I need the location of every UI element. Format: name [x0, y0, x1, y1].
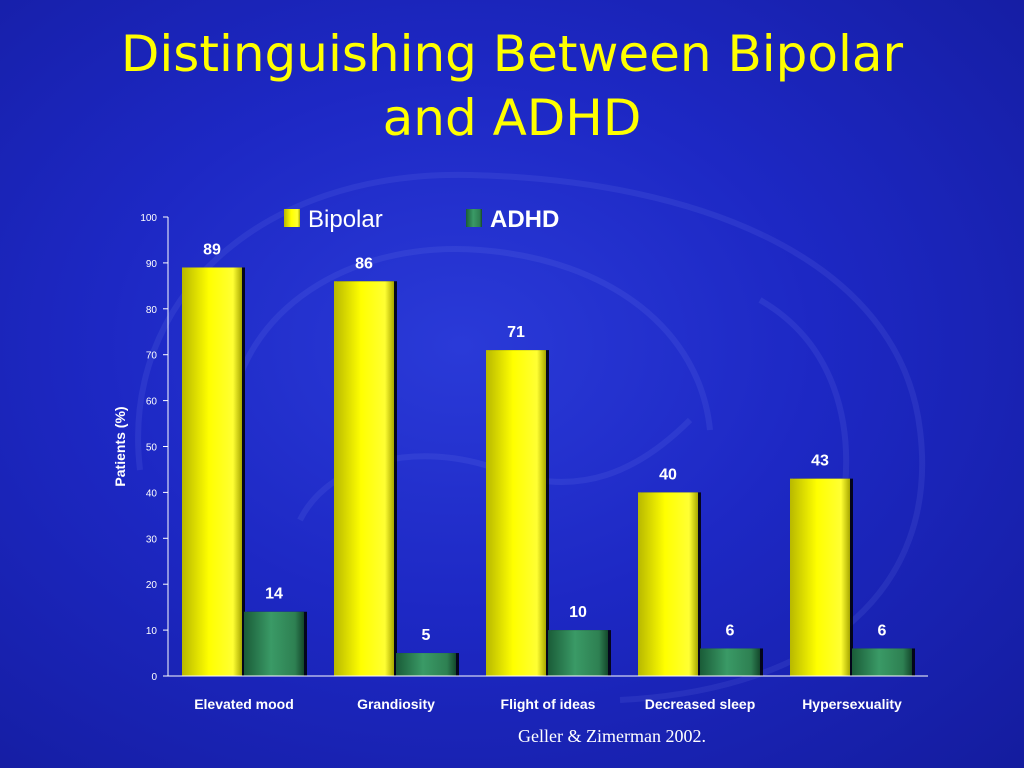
data-label: 40	[659, 466, 677, 483]
y-tick-label: 20	[146, 580, 158, 591]
y-axis: 0 10 20 30 40 50 60 70 80 90 100 Patients (%)	[112, 213, 169, 683]
legend: Bipolar ADHD	[284, 206, 559, 233]
legend-label: Bipolar	[308, 206, 383, 233]
y-tick-label: 100	[140, 213, 157, 224]
bar-bipolar	[334, 281, 394, 676]
y-tick-label: 60	[146, 397, 158, 408]
x-axis: Elevated mood Grandiosity Flight of ideas D…	[168, 675, 928, 712]
data-label: 5	[422, 627, 431, 644]
bar-adhd	[700, 648, 760, 676]
y-tick-label: 0	[151, 672, 157, 683]
title-line-1: Distinguishing Between Bipolar	[120, 25, 904, 83]
y-tick-label: 50	[146, 443, 158, 454]
y-axis-label: Patients (%)	[112, 406, 128, 486]
y-tick-label: 30	[146, 534, 158, 545]
data-label: 71	[507, 324, 525, 341]
citation: Geller & Zimerman 2002.	[518, 726, 706, 746]
data-label: 86	[355, 255, 373, 272]
bar-adhd	[852, 648, 912, 676]
legend-swatch-bipolar	[284, 209, 300, 227]
x-tick-label: Grandiosity	[357, 696, 435, 712]
y-tick-label: 40	[146, 488, 158, 499]
bar-bipolar	[182, 267, 242, 676]
bar-bipolar	[638, 492, 698, 676]
bar-bipolar	[486, 350, 546, 676]
y-tick-label: 90	[146, 259, 158, 270]
x-tick-label: Decreased sleep	[645, 696, 756, 712]
bar-adhd	[396, 653, 456, 676]
page-title: Distinguishing Between Bipolar and ADHD	[0, 22, 1024, 150]
x-tick-label: Elevated mood	[194, 696, 294, 712]
legend-swatch-adhd	[466, 209, 482, 227]
legend-label: ADHD	[490, 206, 559, 233]
y-tick-label: 10	[146, 626, 158, 637]
data-label: 43	[811, 453, 829, 470]
y-tick-label: 70	[146, 351, 158, 362]
data-label: 14	[265, 586, 283, 603]
y-tick-label: 80	[146, 305, 158, 316]
data-label: 10	[569, 604, 587, 621]
data-label: 6	[878, 622, 887, 639]
x-tick-label: Hypersexuality	[802, 696, 902, 712]
bars: 89 14 86 5 71 10 40 6 43 6	[182, 241, 915, 676]
bar-adhd	[244, 611, 304, 676]
data-label: 6	[726, 622, 735, 639]
title-line-2: and ADHD	[382, 89, 642, 147]
bar-adhd	[548, 630, 608, 676]
x-tick-label: Flight of ideas	[501, 696, 596, 712]
data-label: 89	[203, 241, 221, 258]
bar-bipolar	[790, 478, 850, 676]
